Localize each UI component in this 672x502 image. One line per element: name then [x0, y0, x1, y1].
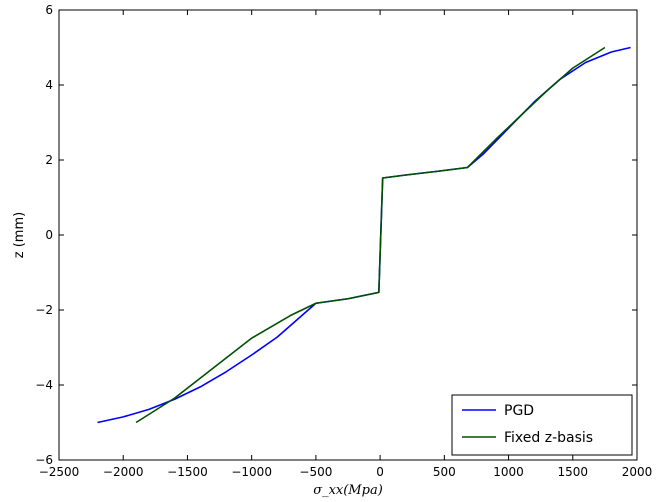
y-tick-label: 4	[45, 78, 53, 92]
x-tick-label: −1000	[231, 465, 272, 479]
x-tick-label: 500	[433, 465, 456, 479]
ticks: −2500 −2000 −1500 −1000 −500 0 500 1000 1500 2000…	[35, 3, 652, 479]
legend-box	[451, 394, 633, 456]
plot-area	[58, 9, 638, 461]
x-tick-label: −1500	[167, 465, 208, 479]
x-tick-label: 0	[376, 465, 384, 479]
series-line-fixed-z-basis	[135, 46, 606, 424]
x-tick-label: 1000	[493, 465, 524, 479]
x-tick-label: −2000	[103, 465, 144, 479]
legend-label-fixed-z-basis: Fixed z-basis	[504, 430, 593, 446]
x-axis-label: σ_xx(Mpa)	[313, 483, 383, 498]
y-tick-label: −4	[35, 378, 53, 392]
y-tick-label: 2	[45, 153, 53, 167]
y-tick-label: 0	[45, 228, 53, 242]
y-tick-label: 6	[45, 3, 53, 17]
legend-label-pgd: PGD	[504, 403, 534, 419]
x-tick-label: −500	[299, 465, 332, 479]
y-tick-label: −2	[35, 303, 53, 317]
legend: PGD Fixed z-basis	[451, 394, 633, 456]
y-axis-label: z (mm)	[12, 212, 27, 258]
series-layer	[97, 46, 631, 424]
x-tick-label: −2500	[39, 465, 80, 479]
y-tick-label: −6	[35, 453, 53, 467]
x-tick-label: 2000	[622, 465, 653, 479]
x-tick-label: 1500	[558, 465, 589, 479]
